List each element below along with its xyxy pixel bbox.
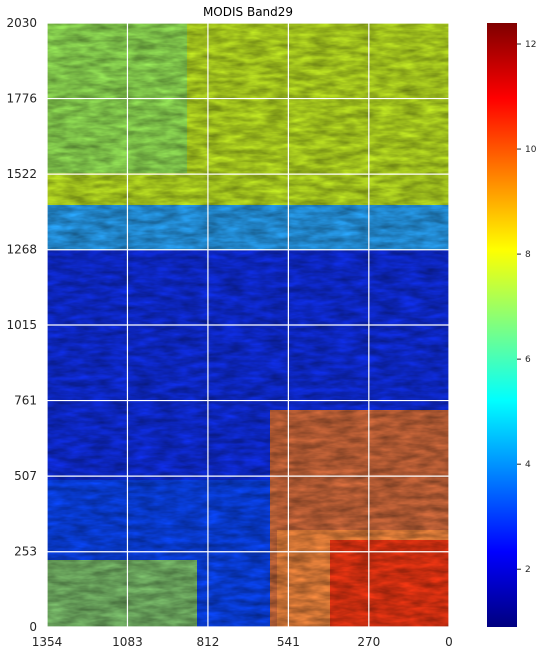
grid	[46, 22, 450, 628]
colorbar-tick-label-1: 4	[525, 460, 531, 470]
colorbar	[487, 23, 517, 627]
y-tick-label-2: 507	[14, 469, 37, 483]
x-tick-label-0: 1354	[32, 635, 63, 649]
colorbar-axis: 2 4 6 8 10 12	[517, 40, 537, 575]
colorbar-tick-label-5: 12	[525, 40, 536, 50]
y-axis: 0 253 507 761 1015 1268 1522 1776 2030	[6, 16, 37, 634]
y-tick-label-4: 1015	[6, 318, 37, 332]
y-tick-label-8: 2030	[6, 16, 37, 30]
x-tick-label-1: 1083	[112, 635, 143, 649]
colorbar-tick-label-0: 2	[525, 565, 531, 575]
x-tick-label-5: 0	[445, 635, 453, 649]
y-tick-label-6: 1522	[6, 167, 37, 181]
x-tick-label-4: 270	[357, 635, 380, 649]
colorbar-tick-label-3: 8	[525, 250, 531, 260]
y-tick-label-1: 253	[14, 545, 37, 559]
x-tick-label-3: 541	[277, 635, 300, 649]
x-tick-label-2: 812	[196, 635, 219, 649]
colorbar-tick-label-4: 10	[525, 145, 537, 155]
chart-title: MODIS Band29	[203, 5, 293, 19]
y-tick-label-5: 1268	[6, 243, 37, 257]
x-axis: 1354 1083 812 541 270 0	[32, 635, 453, 649]
y-tick-label-3: 761	[14, 394, 37, 408]
y-tick-label-0: 0	[29, 620, 37, 634]
colorbar-tick-label-2: 6	[525, 355, 531, 365]
y-tick-label-7: 1776	[6, 92, 37, 106]
